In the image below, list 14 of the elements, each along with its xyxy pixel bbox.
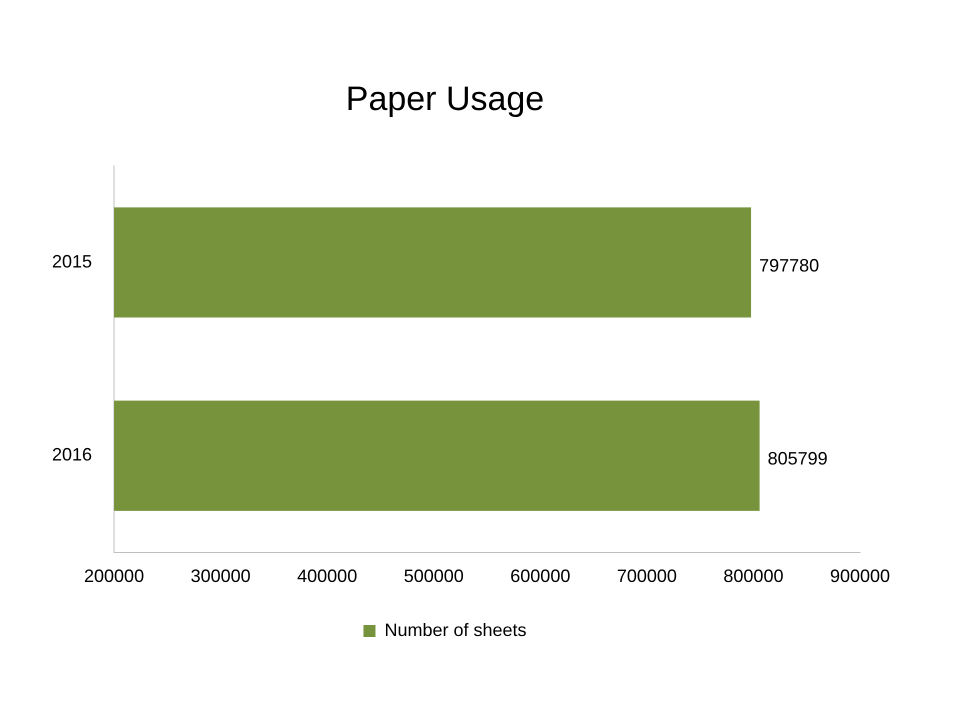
data-label: 797780 <box>759 255 820 276</box>
x-tick-label: 600000 <box>510 566 570 586</box>
y-tick-label: 2016 <box>52 444 92 465</box>
x-tick-label: 400000 <box>297 566 358 586</box>
legend-label: Number of sheets <box>384 620 527 640</box>
x-tick-label: 200000 <box>84 566 144 586</box>
x-tick-label: 900000 <box>830 566 890 586</box>
x-tick-label: 500000 <box>404 566 464 586</box>
x-tick-label: 700000 <box>616 566 677 586</box>
chart-title: Paper Usage <box>346 80 544 118</box>
data-label: 805799 <box>768 448 828 469</box>
x-tick-label: 800000 <box>723 566 784 586</box>
y-tick-label: 2015 <box>52 251 92 272</box>
x-tick-label: 300000 <box>190 566 251 586</box>
